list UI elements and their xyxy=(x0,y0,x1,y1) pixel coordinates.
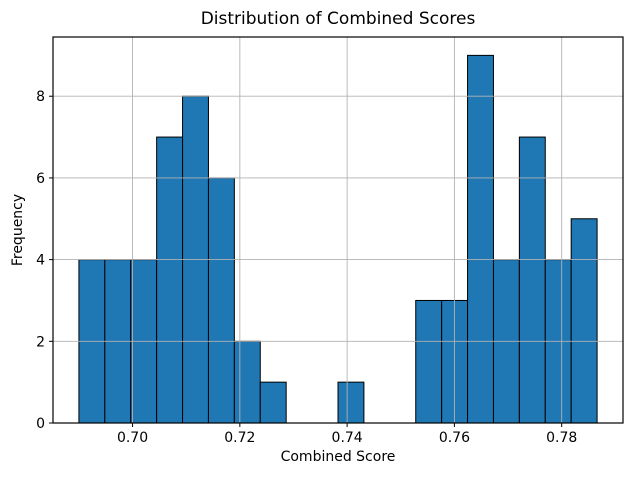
x-tick-label: 0.76 xyxy=(439,430,470,446)
x-tick-label: 0.78 xyxy=(546,430,577,446)
y-axis-label: Frequency xyxy=(10,193,26,267)
x-tick-label: 0.72 xyxy=(224,430,255,446)
histogram-bar xyxy=(467,54,494,424)
y-tick-label: 4 xyxy=(36,253,45,269)
histogram-bar xyxy=(233,340,261,424)
histogram-bar xyxy=(570,218,598,424)
x-tick-label: 0.74 xyxy=(332,430,363,446)
y-tick-label: 0 xyxy=(36,416,45,432)
x-tick-label: 0.70 xyxy=(117,430,148,446)
histogram-bar xyxy=(518,136,546,424)
y-tick-label: 6 xyxy=(36,171,45,187)
histogram-bar xyxy=(207,177,235,424)
histogram-bar xyxy=(259,381,287,424)
plot-border xyxy=(52,36,624,424)
y-tick-label: 8 xyxy=(36,89,45,105)
x-axis-label: Combined Score xyxy=(280,449,396,465)
histogram-bar xyxy=(337,381,365,424)
histogram-bar xyxy=(156,136,184,424)
histogram-bar xyxy=(415,299,443,424)
chart-title: Distribution of Combined Scores xyxy=(200,9,476,29)
y-tick-label: 2 xyxy=(36,334,45,350)
